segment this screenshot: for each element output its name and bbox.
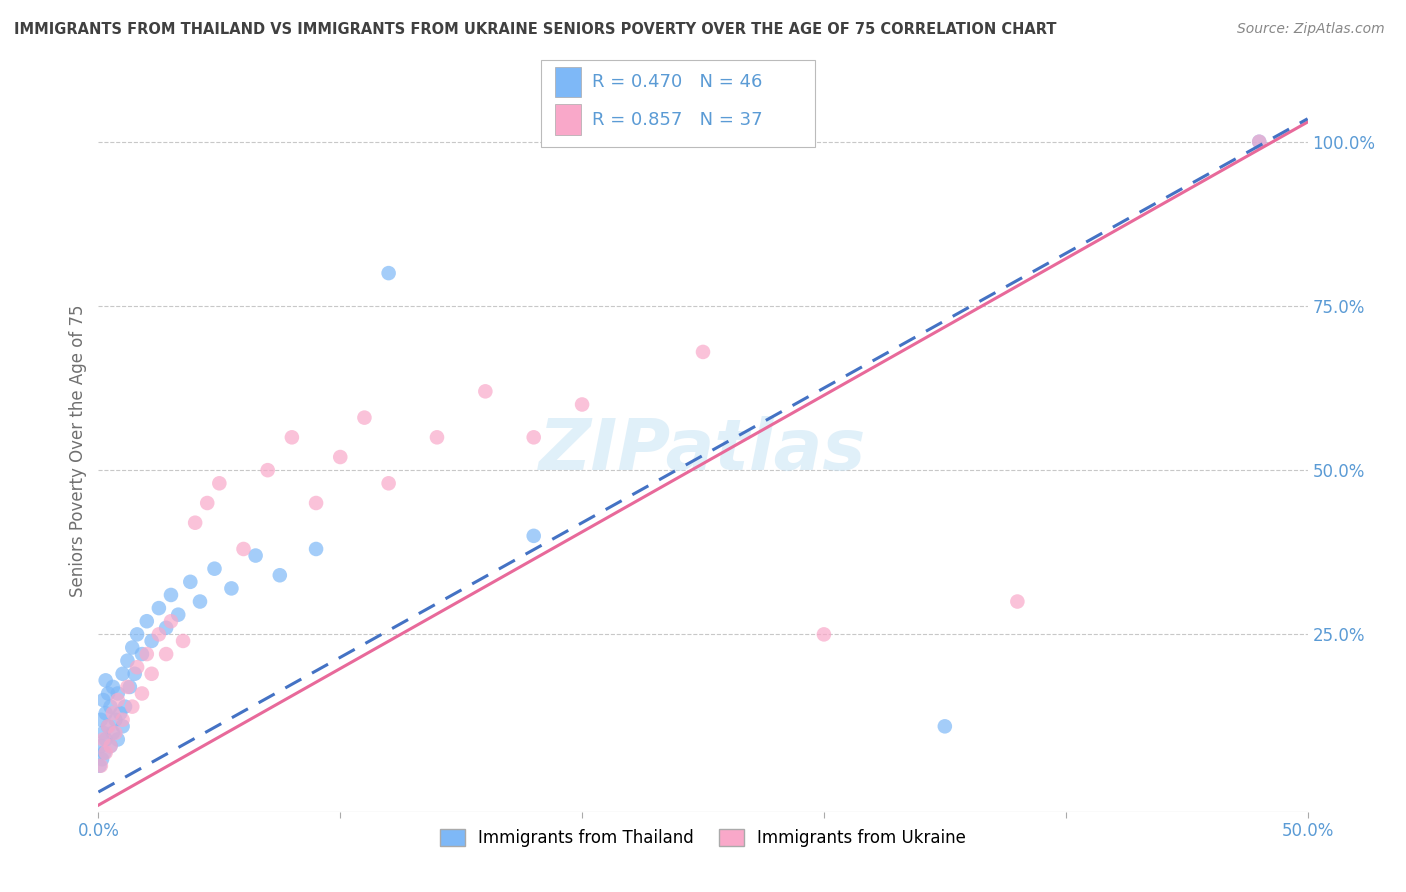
Point [135,614,157,628]
Point [813,627,835,641]
Point [692,345,714,359]
Point [101,680,124,694]
Point [97,719,120,733]
Point [474,384,496,399]
Text: IMMIGRANTS FROM THAILAND VS IMMIGRANTS FROM UKRAINE SENIORS POVERTY OVER THE AGE: IMMIGRANTS FROM THAILAND VS IMMIGRANTS F… [14,22,1056,37]
Point [188,594,211,608]
Point [148,627,170,641]
Point [127,660,149,674]
Point [160,614,183,628]
Text: R = 0.470   N = 46: R = 0.470 N = 46 [592,73,762,91]
Point [118,680,141,694]
Point [523,529,546,543]
Text: Source: ZipAtlas.com: Source: ZipAtlas.com [1237,22,1385,37]
Point [90,758,112,772]
Point [167,607,190,622]
Point [155,621,177,635]
Point [121,640,143,655]
Point [1249,135,1271,149]
Point [100,739,122,753]
Point [94,732,117,747]
Point [107,693,129,707]
Point [148,601,170,615]
Point [101,726,124,740]
Point [305,496,328,510]
Point [329,450,352,464]
Point [141,666,163,681]
Point [195,496,218,510]
Point [90,739,112,753]
Point [204,562,226,576]
Point [111,713,134,727]
Point [184,516,207,530]
Point [245,549,267,563]
Point [117,654,139,668]
Point [121,699,143,714]
Point [93,746,115,760]
Point [377,476,399,491]
Point [107,732,129,747]
Text: ZIPatlas: ZIPatlas [540,416,866,485]
Point [111,719,134,733]
Point [221,582,243,596]
Point [124,666,146,681]
Point [91,726,114,740]
Point [571,397,593,411]
Point [305,541,328,556]
Point [269,568,291,582]
Point [1249,135,1271,149]
Point [155,647,177,661]
Point [108,706,131,721]
Point [160,588,183,602]
Point [208,476,231,491]
Point [97,719,120,733]
Point [94,706,117,721]
Point [127,627,149,641]
Point [523,430,546,444]
Point [179,574,201,589]
Legend: Immigrants from Thailand, Immigrants from Ukraine: Immigrants from Thailand, Immigrants fro… [433,822,973,854]
Point [256,463,278,477]
Point [1007,594,1029,608]
Point [172,634,194,648]
Point [91,732,114,747]
Point [104,713,127,727]
Point [91,752,114,766]
Point [89,758,111,772]
Point [114,699,136,714]
Point [101,706,124,721]
Point [104,726,127,740]
Point [141,634,163,648]
Point [131,686,153,700]
Point [934,719,956,733]
Point [232,541,254,556]
Point [111,666,134,681]
Point [91,693,114,707]
Text: R = 0.857   N = 37: R = 0.857 N = 37 [592,111,762,128]
Point [281,430,304,444]
Point [426,430,449,444]
Point [94,673,117,688]
Point [135,647,157,661]
Point [377,266,399,280]
Point [117,680,139,694]
Point [97,686,120,700]
Point [94,746,117,760]
Point [90,713,112,727]
Point [107,686,129,700]
Point [100,739,122,753]
Point [100,699,122,714]
Point [353,410,375,425]
Point [131,647,153,661]
Y-axis label: Seniors Poverty Over the Age of 75: Seniors Poverty Over the Age of 75 [69,304,87,597]
